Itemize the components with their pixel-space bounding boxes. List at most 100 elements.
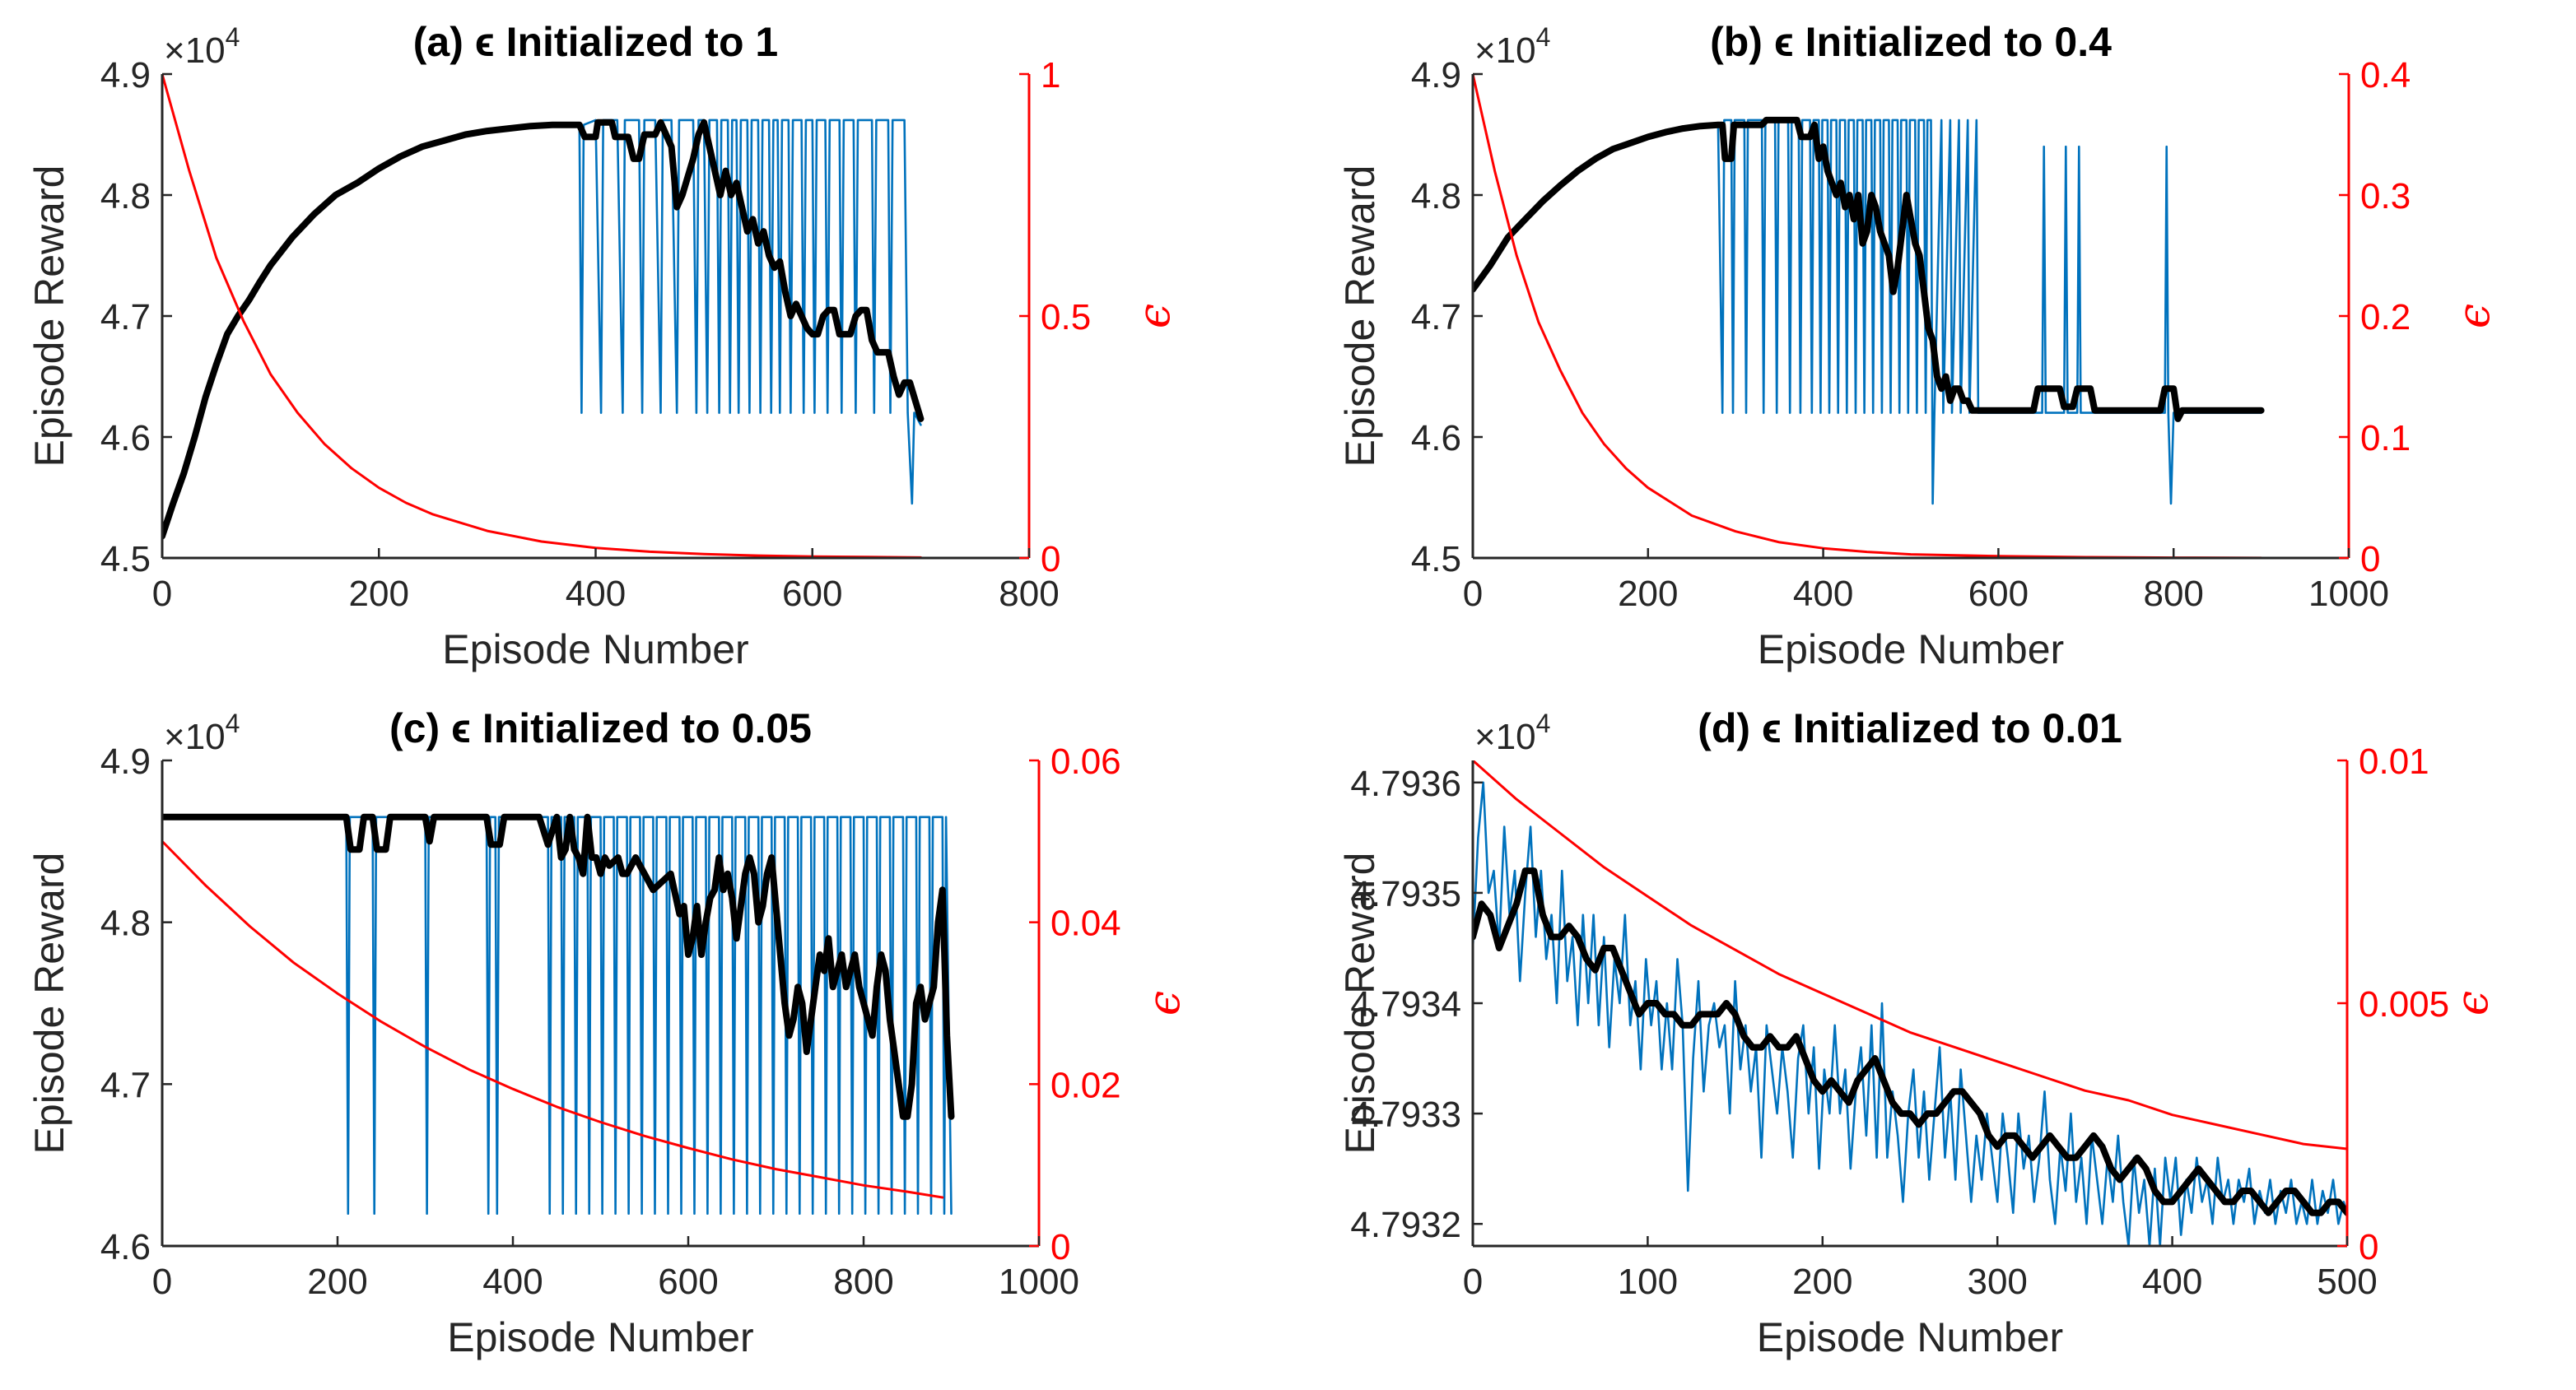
x-tick-label: 0 [1463,1262,1483,1302]
y-axis-multiplier: ×104 [1474,22,1550,71]
y-right-tick-label: 0 [2360,539,2380,579]
x-tick-label: 0 [152,1262,172,1302]
y-axis-right-label: ϵ [2448,304,2499,328]
x-tick-label: 200 [1618,574,1678,614]
chart-panel-2: 0 200 400 600 800 1000 4.5 4.6 4.7 4.8 4.9 0 0.1 0.2 0… [1337,19,2499,672]
x-tick-label: 800 [2143,574,2203,614]
x-tick-label: 800 [833,1262,893,1302]
average-reward-line [1473,867,2347,1216]
multiplier-exponent: 4 [1536,709,1551,738]
epsilon-line [162,74,922,558]
x-tick-label: 0 [1463,574,1483,614]
y-axis-label: Episode Reward [1337,853,1383,1155]
y-axis-right-label: ϵ [1128,304,1180,328]
y-right-tick-label: 0.4 [2360,55,2411,95]
multiplier-base: ×10 [164,717,226,757]
average-reward-line [1473,116,2265,422]
y-right-tick-label: 0 [1050,1227,1070,1267]
plot-area [1473,760,2347,1246]
y-axis-label: Episode Reward [1337,165,1383,467]
y-tick-label: 4.7 [1411,297,1461,337]
y-right-tick-label: 0.06 [1050,741,1121,782]
episode-reward-line [162,816,953,1215]
epsilon-line [1473,760,2347,1151]
x-tick-label: 200 [307,1262,367,1302]
average-reward-line [162,813,955,1120]
chart-title: (a) ϵ Initialized to 1 [413,19,778,65]
y-tick-label: 4.7933 [1350,1095,1461,1135]
multiplier-exponent: 4 [1536,22,1551,52]
y-right-tick-label: 0.005 [2359,984,2449,1025]
y-axis-multiplier: ×104 [164,709,240,757]
y-axis-multiplier: ×104 [164,22,240,71]
y-tick-label: 4.7935 [1350,874,1461,914]
x-axis-label: Episode Number [442,626,748,672]
x-tick-label: 500 [2317,1262,2377,1302]
x-tick-label: 400 [1793,574,1853,614]
chart-title: (c) ϵ Initialized to 0.05 [389,705,812,751]
y-tick-label: 4.7936 [1350,764,1461,804]
y-tick-label: 4.8 [100,904,151,944]
y-axis-right-label: ϵ [1138,991,1190,1016]
chart-title: (d) ϵ Initialized to 0.01 [1698,705,2122,751]
y-tick-label: 4.5 [1411,539,1461,579]
y-tick-label: 4.7 [100,1065,151,1105]
chart-panel-4: 0 100 200 300 400 500 4.7932 4.7933 4.7934 4.7935… [1337,705,2498,1360]
multiplier-base: ×10 [164,30,226,71]
y-tick-label: 4.6 [1411,418,1461,458]
y-right-tick-label: 0.04 [1050,904,1121,944]
y-right-tick-label: 0.2 [2360,297,2411,337]
x-tick-label: 0 [152,574,172,614]
x-tick-label: 600 [1968,574,2029,614]
x-tick-label: 400 [482,1262,543,1302]
x-tick-label: 300 [1967,1262,2027,1302]
episode-reward-line [1473,781,2347,1246]
y-tick-label: 4.6 [100,418,151,458]
x-tick-label: 1000 [999,1262,1079,1302]
x-axis-label: Episode Number [1757,1314,2063,1360]
y-right-tick-label: 0 [1041,539,1060,579]
multiplier-exponent: 4 [226,22,240,52]
y-right-tick-label: 0.3 [2360,176,2411,216]
x-tick-label: 400 [2142,1262,2202,1302]
y-right-tick-label: 1 [1041,55,1060,95]
multiplier-base: ×10 [1474,717,1536,757]
y-axis-label: Episode Reward [26,165,72,467]
x-tick-label: 600 [658,1262,718,1302]
epsilon-line [162,839,944,1199]
y-tick-label: 4.9 [100,55,151,95]
y-axis-multiplier: ×104 [1474,709,1550,757]
y-tick-label: 4.8 [100,176,151,216]
x-axis-label: Episode Number [1758,626,2064,672]
x-tick-label: 800 [999,574,1059,614]
multiplier-exponent: 4 [226,709,240,738]
y-right-tick-label: 0.01 [2359,741,2429,782]
y-axis-label: Episode Reward [26,853,72,1155]
y-tick-label: 4.8 [1411,176,1461,216]
plot-area [162,813,955,1215]
y-right-tick-label: 0.1 [2360,418,2411,458]
chart-title: (b) ϵ Initialized to 0.4 [1710,19,2112,65]
multiplier-base: ×10 [1474,30,1536,71]
y-right-tick-label: 0 [2359,1227,2378,1267]
chart-panel-3: 0 200 400 600 800 1000 4.6 4.7 4.8 4.9 0 0.02 0.04 0.… [26,705,1190,1360]
y-tick-label: 4.5 [100,539,151,579]
x-tick-label: 600 [782,574,842,614]
y-tick-label: 4.9 [100,741,151,782]
y-tick-label: 4.7934 [1350,984,1461,1025]
y-tick-label: 4.9 [1411,55,1461,95]
x-tick-label: 1000 [2308,574,2389,614]
y-tick-label: 4.7932 [1350,1205,1461,1245]
plot-area [162,74,925,558]
average-reward-line [162,119,925,540]
y-tick-label: 4.7 [100,297,151,337]
episode-reward-line [1473,119,2262,505]
x-tick-label: 400 [566,574,626,614]
y-right-tick-label: 0.5 [1041,297,1091,337]
y-tick-label: 4.6 [100,1227,151,1267]
chart-panel-1: 0 200 400 600 800 4.5 4.6 4.7 4.8 4.9 0 0.5 1 (a) ϵ I… [26,19,1180,672]
x-tick-label: 200 [1792,1262,1852,1302]
